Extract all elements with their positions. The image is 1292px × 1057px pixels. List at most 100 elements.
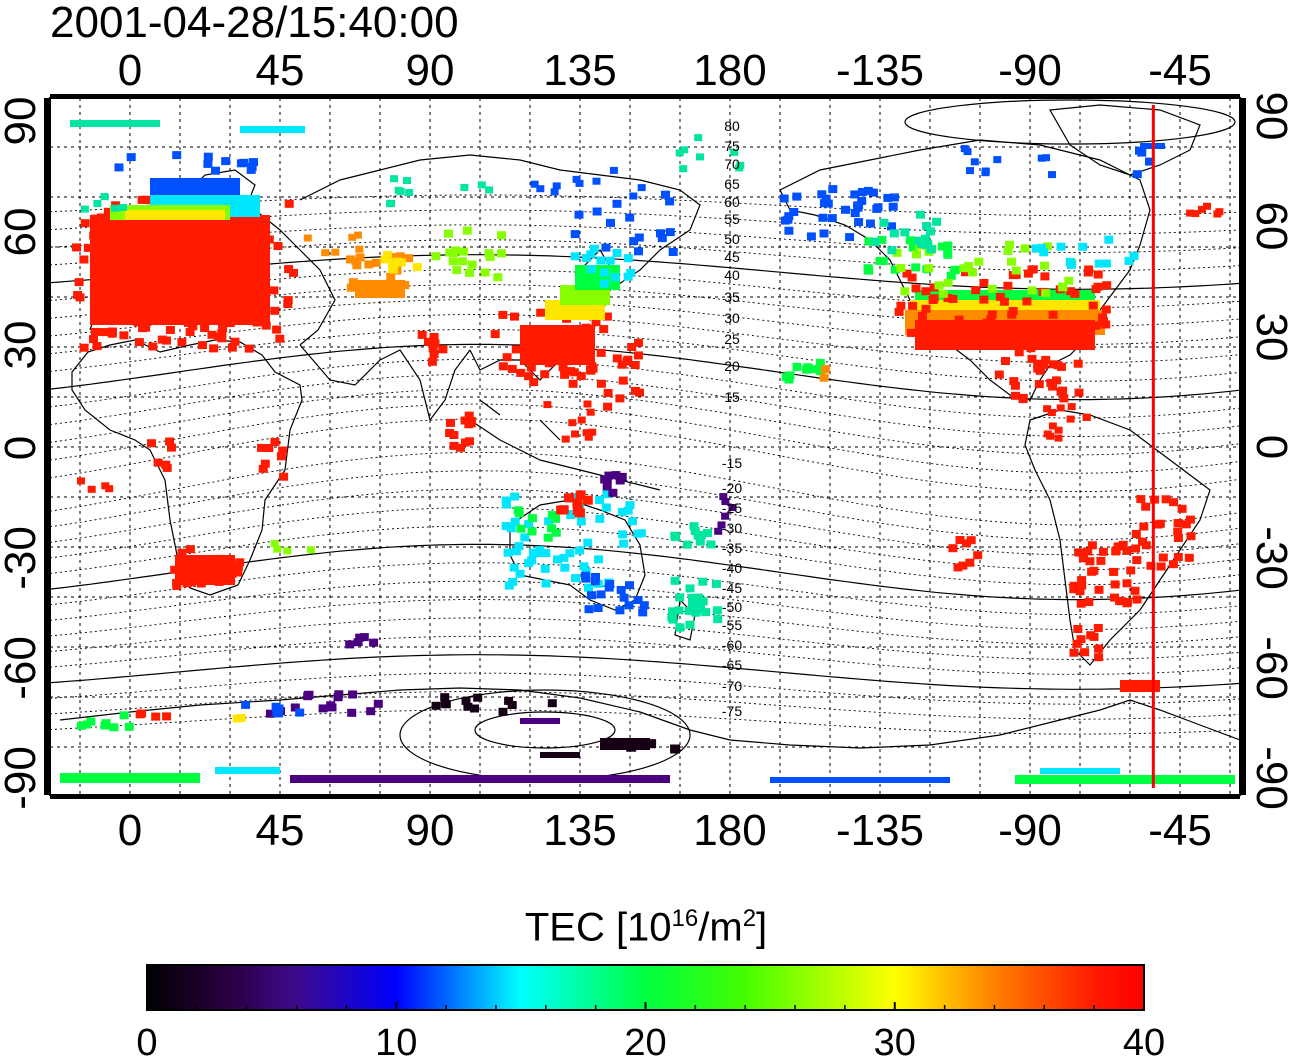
right-axis-label: -30 [1247,526,1292,590]
tec-cell [396,258,406,267]
tec-cell [1161,495,1171,504]
tec-cell [668,248,678,256]
tec-cell [114,163,124,172]
tec-cell [1009,377,1019,386]
tec-cell [404,254,414,263]
tec-cell [222,297,232,306]
tec-cell [1037,154,1046,162]
tec-cell [590,577,600,586]
tec-cell [576,372,586,381]
tec-cell [619,593,629,602]
tec-cell [973,551,983,560]
tec-cell [429,333,439,341]
tec-cell [345,255,355,264]
tec-cell [938,289,948,298]
tec-cell [490,330,500,339]
top-axis-label: 0 [118,46,142,95]
tec-cell [675,593,685,602]
tec-cell [963,148,972,156]
tec-cell [698,577,708,586]
tec-cell [234,562,243,571]
tec-cell [230,249,240,258]
tec-cell [565,549,575,558]
tec-cell [264,235,274,244]
tec-cell [449,431,459,439]
tec-cell [200,560,210,569]
tec-cell [1066,287,1076,296]
maglat-label: 15 [724,389,740,405]
tec-cell [380,255,390,264]
tec-cell [601,503,611,512]
coastline-europe-africa [71,339,303,596]
tec-cell [270,306,280,315]
tec-cell [1146,561,1156,570]
tec-cell [684,606,694,615]
tec-cell [713,615,723,624]
tec-cell [850,190,860,199]
tec-cell [1122,579,1132,588]
tec-cell [568,419,577,427]
tec-cell [633,351,643,360]
tec-cell [953,329,963,338]
tec-cell [943,278,953,287]
tec-cell [186,578,196,587]
tec-cell [86,717,96,726]
tec-cell [193,565,202,574]
tec-cell [841,205,850,214]
tec-cell [827,214,837,223]
tec-cell [596,348,606,357]
tec-cell [1027,354,1037,363]
tec-cell [333,693,343,702]
bottom-axis-label: 90 [406,806,455,855]
tec-cell [1070,331,1080,340]
tec-cell [608,488,618,497]
tec-cell [230,273,239,282]
tec-cell [550,188,559,196]
tec-cell [688,593,697,602]
tec-patch [290,775,670,783]
maglat-contour [50,224,1240,253]
tec-cell [466,417,476,425]
tec-cell [602,312,612,321]
tec-cell [516,368,526,377]
tec-cell [223,233,233,242]
tec-cell [463,702,473,711]
tec-cell [946,271,956,280]
tec-cell [1168,560,1178,569]
top-axis-label: 45 [256,46,305,95]
tec-cell [184,318,193,327]
tec-cell [270,438,280,446]
bottom-axis-label: 45 [256,806,305,855]
tec-cell [1028,332,1038,341]
tec-cell [1123,598,1132,606]
tec-cell [943,243,953,252]
maglat-label: 60 [724,194,740,210]
tec-cell [966,167,974,175]
tec-cell [579,340,589,349]
tec-cell [400,281,410,290]
tec-cell [560,370,570,379]
tec-cell [792,362,802,371]
tec-cell [412,263,422,272]
tec-cell [1073,625,1083,633]
left-axis-label: -90 [0,746,45,810]
tec-cell [802,365,811,374]
tec-cell [1093,270,1103,279]
tec-cell [74,278,84,287]
tec-cell [934,281,944,290]
tec-cell [792,192,802,201]
tec-cell [354,231,362,239]
tec-cell [591,318,601,327]
tec-cell [571,574,581,583]
tec-cell [1007,310,1017,319]
tec-cell [172,151,182,160]
tec-cell [584,605,594,614]
tec-cell [75,293,85,302]
tec-cell [1042,154,1051,162]
tec-cell [1048,171,1056,179]
tec-cell [524,372,534,381]
tec-cell [615,476,625,485]
tec-cell [289,268,298,277]
tec-cell [572,175,581,183]
tec-cell [1137,148,1147,157]
